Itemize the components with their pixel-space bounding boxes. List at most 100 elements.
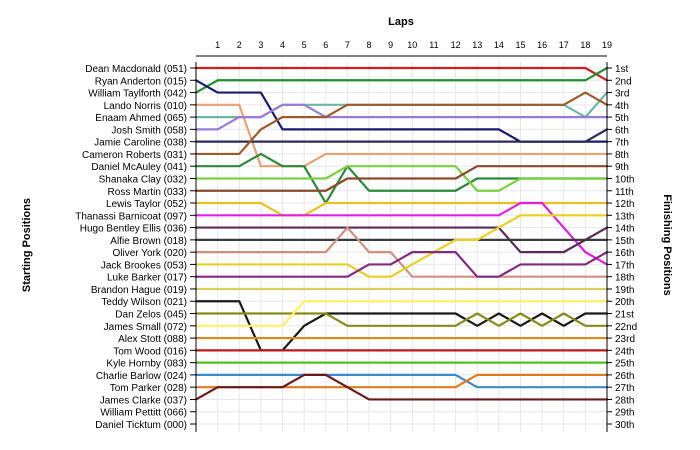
lap-tick-label: 12 xyxy=(451,40,461,50)
driver-position-line xyxy=(194,226,609,278)
finishing-position-label: 12th xyxy=(615,199,634,210)
driver-position-line xyxy=(194,373,609,389)
lap-tick-label: 4 xyxy=(280,40,285,50)
driver-position-line xyxy=(194,312,609,327)
starting-position-label: Dean Macdonald (051) xyxy=(85,64,187,75)
driver-position-line xyxy=(194,103,609,168)
starting-position-label: Alfie Brown (018) xyxy=(110,236,187,247)
lap-tick-label: 2 xyxy=(237,40,242,50)
driver-position-line xyxy=(194,226,609,254)
finishing-position-label: 3rd xyxy=(615,89,629,100)
starting-position-label: Shanaka Clay (032) xyxy=(99,174,187,185)
starting-position-label: Daniel McAuley (041) xyxy=(91,162,187,173)
starting-position-label: Thanassi Barnicoat (097) xyxy=(75,211,187,222)
starting-position-label: William Taylforth (042) xyxy=(88,89,187,100)
driver-position-line xyxy=(194,251,609,278)
finishing-position-label: 9th xyxy=(615,162,629,173)
driver-position-line xyxy=(194,300,609,327)
driver-position-line xyxy=(194,201,609,266)
lap-tick-label: 13 xyxy=(472,40,482,50)
finishing-position-label: 25th xyxy=(615,359,634,370)
starting-position-label: Luke Barker (017) xyxy=(107,273,187,284)
starting-position-label: Dan Zelos (045) xyxy=(115,310,187,321)
finishing-position-label: 5th xyxy=(615,113,629,124)
lap-tick-label: 11 xyxy=(429,40,438,50)
starting-position-label: Ross Martin (033) xyxy=(108,187,187,198)
starting-position-label: Kyle Hornby (083) xyxy=(106,359,187,370)
driver-position-line xyxy=(194,373,609,401)
finishing-position-label: 17th xyxy=(615,260,634,271)
starting-position-label: Ryan Anderton (015) xyxy=(95,76,187,87)
starting-position-label: Enaam Ahmed (065) xyxy=(95,113,187,124)
y-axis-title-right: Finishing Positions xyxy=(661,194,673,295)
lap-tick-label: 15 xyxy=(515,40,525,50)
lap-tick-label: 5 xyxy=(302,40,307,50)
starting-position-label: James Clarke (037) xyxy=(100,395,187,406)
finishing-position-label: 2nd xyxy=(615,76,632,87)
finishing-position-label: 4th xyxy=(615,101,629,112)
lap-tick-labels: 1 2 3 4 5 6 7 8 9 10 11 12 13 14 15 16 17 18 19 xyxy=(215,40,612,50)
finishing-position-label: 20th xyxy=(615,297,634,308)
driver-position-line xyxy=(194,103,609,131)
starting-position-label: Alex Stott (088) xyxy=(118,334,187,345)
starting-position-label: Tom Parker (028) xyxy=(110,383,187,394)
driver-position-line xyxy=(194,66,609,82)
finishing-position-label: 15th xyxy=(615,236,634,247)
finishing-position-label: 27th xyxy=(615,383,634,394)
series-lines xyxy=(194,66,609,401)
finishing-position-label: 28th xyxy=(615,395,634,406)
finishing-position-label: 1st xyxy=(615,64,629,75)
driver-position-line xyxy=(194,214,609,278)
lap-tick-label: 14 xyxy=(494,40,504,50)
finishing-position-label: 11th xyxy=(615,187,634,198)
finishing-position-label: 30th xyxy=(615,420,634,431)
starting-position-label: Josh Smith (058) xyxy=(111,125,187,136)
lap-tick-label: 8 xyxy=(367,40,372,50)
finishing-position-label: 19th xyxy=(615,285,634,296)
finishing-position-label: 7th xyxy=(615,138,629,149)
starting-position-label: William Pettitt (066) xyxy=(100,408,187,419)
lap-tick-label: 16 xyxy=(537,40,547,50)
finishing-position-label: 8th xyxy=(615,150,629,161)
finishing-position-label: 18th xyxy=(615,273,634,284)
lap-tick-label: 18 xyxy=(580,40,590,50)
starting-position-label: Charlie Barlow (024) xyxy=(96,371,187,382)
finishing-position-label: 23rd xyxy=(615,334,635,345)
finishing-position-label: 14th xyxy=(615,224,634,235)
starting-position-label: Cameron Roberts (031) xyxy=(82,150,187,161)
lap-tick-label: 9 xyxy=(388,40,393,50)
driver-position-line xyxy=(194,66,609,94)
finishing-position-label: 13th xyxy=(615,211,634,222)
lap-tick-label: 3 xyxy=(258,40,263,50)
starting-position-label: Tom Wood (016) xyxy=(113,346,187,357)
driver-position-line xyxy=(194,201,609,217)
axes xyxy=(195,55,608,432)
finishing-position-label: 6th xyxy=(615,125,629,136)
driver-position-line xyxy=(194,165,609,192)
x-axis-title: Laps xyxy=(388,16,414,28)
starting-position-label: Lando Norris (010) xyxy=(104,101,187,112)
lap-tick-label: 19 xyxy=(602,40,612,50)
finishing-position-label: 26th xyxy=(615,371,634,382)
lap-tick-label: 17 xyxy=(559,40,569,50)
finishing-position-label: 24th xyxy=(615,346,634,357)
driver-position-line xyxy=(194,165,609,192)
finishing-position-label: 22nd xyxy=(615,322,637,333)
starting-position-label: Brandon Hague (019) xyxy=(91,285,187,296)
lap-tick-label: 10 xyxy=(407,40,417,50)
starting-position-label: Hugo Bentley Ellis (036) xyxy=(80,224,187,235)
finishing-position-label: 10th xyxy=(615,174,634,185)
finishing-position-label: 16th xyxy=(615,248,634,259)
driver-position-line xyxy=(194,91,609,156)
starting-position-label: Daniel Ticktum (000) xyxy=(95,420,187,431)
finishing-position-labels: 1st2nd3rd4th5th6th7th8th9th10th11th12th1… xyxy=(607,64,637,431)
lap-tick-label: 6 xyxy=(323,40,328,50)
starting-position-label: Jack Brookes (053) xyxy=(101,260,187,271)
starting-position-label: Oliver York (020) xyxy=(113,248,187,259)
y-axis-title-left: Starting Positions xyxy=(21,198,33,292)
driver-position-line xyxy=(194,128,609,143)
lap-tick-label: 7 xyxy=(345,40,350,50)
finishing-position-label: 29th xyxy=(615,408,634,419)
lap-tick-label: 1 xyxy=(215,40,220,50)
